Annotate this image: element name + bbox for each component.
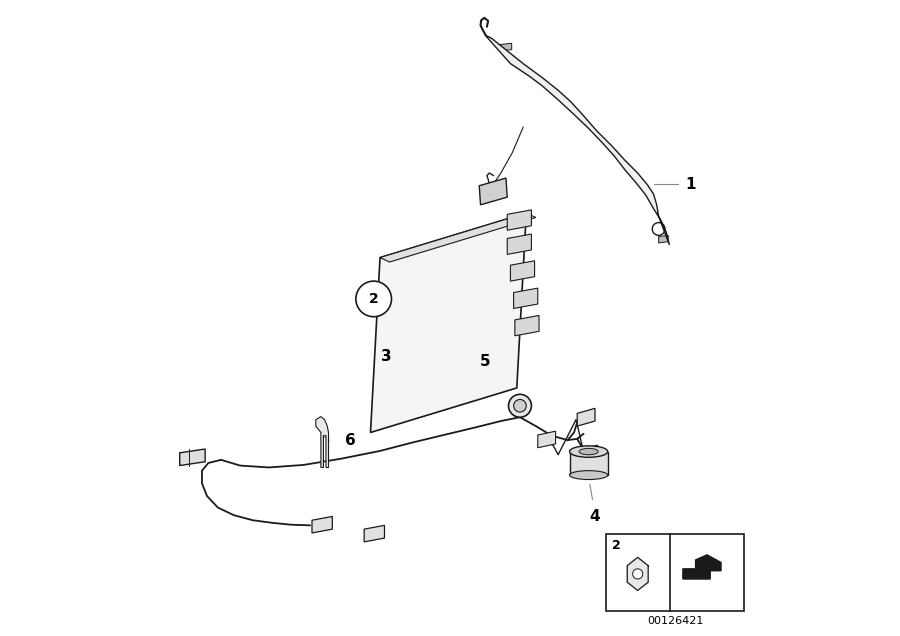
Circle shape	[508, 394, 531, 417]
Circle shape	[633, 569, 643, 579]
Polygon shape	[538, 431, 555, 448]
Ellipse shape	[579, 448, 599, 455]
Polygon shape	[312, 516, 332, 533]
Polygon shape	[683, 555, 721, 579]
Text: 5: 5	[480, 354, 491, 369]
Text: 00126421: 00126421	[647, 616, 703, 626]
Polygon shape	[577, 408, 595, 426]
Text: 2: 2	[369, 292, 379, 306]
Polygon shape	[485, 35, 670, 245]
Polygon shape	[380, 213, 536, 262]
Text: 4: 4	[590, 509, 600, 524]
Polygon shape	[316, 417, 328, 467]
Polygon shape	[508, 234, 531, 254]
Polygon shape	[180, 449, 205, 466]
Text: 2: 2	[612, 539, 621, 552]
Text: 6: 6	[345, 432, 356, 448]
Polygon shape	[580, 445, 598, 463]
Polygon shape	[570, 452, 608, 475]
Polygon shape	[627, 557, 648, 590]
Polygon shape	[508, 210, 531, 230]
Ellipse shape	[570, 471, 608, 480]
Circle shape	[514, 399, 526, 412]
Text: 3: 3	[381, 349, 392, 364]
Polygon shape	[480, 178, 508, 205]
Polygon shape	[364, 525, 384, 542]
Polygon shape	[514, 288, 538, 308]
Bar	[606, 534, 744, 611]
Polygon shape	[500, 43, 512, 51]
Polygon shape	[371, 213, 526, 432]
Circle shape	[356, 281, 392, 317]
Polygon shape	[659, 235, 668, 243]
Polygon shape	[510, 261, 535, 281]
Polygon shape	[515, 315, 539, 336]
Text: 1: 1	[685, 177, 696, 192]
Ellipse shape	[570, 446, 608, 457]
